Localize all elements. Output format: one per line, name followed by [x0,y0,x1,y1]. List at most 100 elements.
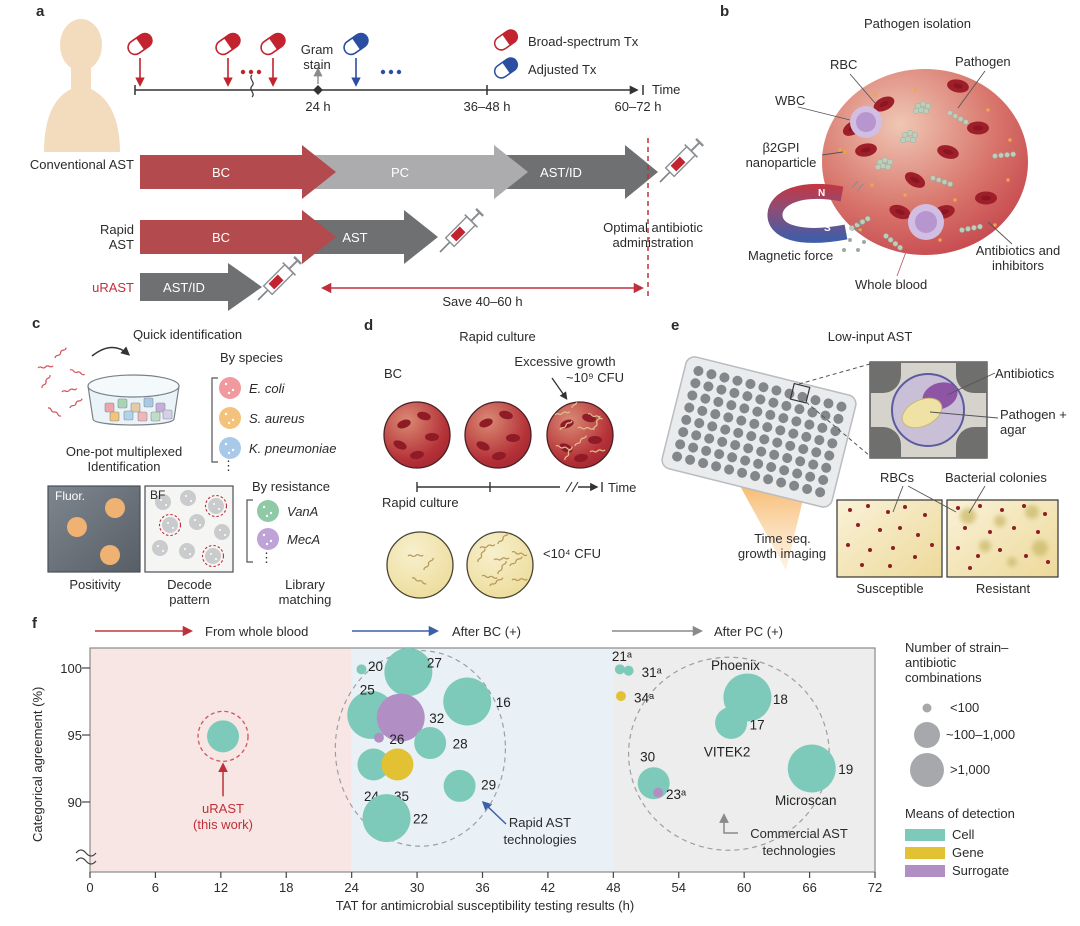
bubble-label: 16 [496,695,511,710]
time-seq-label-line2: growth imaging [737,546,827,561]
x-tick-label: 30 [409,880,425,895]
size-legend-label: <100 [950,700,980,715]
bubble-label: 25 [360,682,375,697]
group-ellipse [334,649,506,847]
stage-label-ast: AST [342,230,368,245]
detection-legend-label: Gene [952,845,984,860]
commercial-tech-arrow [719,813,738,834]
x-axis-label: TAT for antimicrobial susceptibility tes… [335,898,635,913]
96-well-plate [661,356,857,508]
x-tick-label: 0 [86,880,94,895]
antibiotics-inhibitors-label: Antibiotics and inhibitors [975,243,1061,273]
bubble-label: 29 [481,777,496,792]
panel-letter-c: c [32,315,41,332]
leader-lines [797,70,1013,245]
species-name: S. aureus [249,411,305,426]
chart-bubble [362,794,411,843]
rapid-tech-annotation-line2: technologies [503,832,577,847]
detection-legend-title: Means of detection [905,806,1015,821]
syringe-icon [250,252,306,308]
chart-bubble [614,664,625,675]
commercial-tech-annotation-line1: Commercial AST [750,826,848,841]
encoded-particles [104,397,173,422]
x-tick-label: 24 [344,880,359,895]
well-inset [869,361,999,459]
urast-annotation-line1: uRAST [202,801,244,816]
gene-dots [257,500,279,550]
one-pot-label-line1: One-pot multiplexed [65,444,183,459]
highlight-ring [197,710,249,762]
bf-particles [152,490,230,568]
by-resistance-label: By resistance [252,479,331,494]
bubble-label: 21ᵃ [612,649,633,664]
cell-swatch [905,829,945,841]
y-tick-label: 90 [67,795,82,810]
timeline-tick-label: 60–72 h [614,99,662,114]
row-label-conventional: Conventional AST [29,157,134,172]
region-arrow-label-after-pc: After PC (+) [714,624,783,639]
zoom-leader-lines [798,363,871,457]
bubble-label: 28 [453,737,468,752]
pill-legend-label: Adjusted Tx [528,62,597,77]
decode-pattern-label: Decode pattern [167,577,212,607]
x-tick-label: 18 [279,880,294,895]
size-legend-label: >1,000 [950,762,991,777]
zoom-region-box [789,382,811,404]
timeline [134,74,644,98]
x-tick-label: 72 [867,880,883,895]
bubble-sublabel: Phoenix [711,658,760,673]
chart-bubble [356,664,367,675]
susceptible-image [836,499,943,578]
row-label-rapid: Rapid AST [100,222,134,252]
rapid-tech-annotation-line1: Rapid AST [508,815,572,830]
one-pot-label-line2: Identification [87,459,161,474]
chart-bubble [653,787,664,798]
agar-patch [901,397,943,429]
chart-bubble [381,748,414,781]
commercial-tech-annotation-line2: technologies [762,843,836,858]
bubble-label: 34ᵃ [634,691,655,706]
bubble-label: 19 [838,762,853,777]
nanoparticle-dot [842,149,848,155]
detection-legend-label: Surrogate [952,863,1010,878]
susceptible-label: Susceptible [856,581,924,596]
syringe-icon [652,134,708,190]
nanoparticle-label: β2GPI nanoparticle [745,140,817,170]
x-ticks [89,872,876,878]
low-cfu-label: <10⁴ CFU [543,546,601,561]
inhibitor-dots [842,238,866,252]
workflow-arrows [140,145,658,311]
person-icon [44,19,120,152]
rapid-culture-dishes [386,531,534,599]
bf-label: BF [150,488,166,502]
bubble-label: 20 [368,659,383,674]
y-axis-label: Categorical agreement (%) [30,686,45,842]
timeline-tick-label: 36–48 h [463,99,511,114]
size-legend-label: ~100–1,000 [946,727,1016,742]
x-tick-label: 6 [151,880,160,895]
pathogen-label: Pathogen [955,54,1011,69]
bubble-label: 26 [389,732,404,747]
panel-c-graphics [37,346,279,573]
panel-letter-d: d [364,317,374,334]
bubble-label: 18 [773,692,788,707]
timeline-tick-label: 24 h [305,99,331,114]
time-axis-label: Time [652,82,681,97]
resistance-bracket [246,499,253,563]
pill-icon [124,30,156,58]
time-seq-label-line1: Time seq. [754,531,811,546]
bubble-sublabel: VITEK2 [704,744,751,759]
size-legend-title: Number of strain–antibiotic combinations [905,640,1009,685]
region-arrow-label-after-bc: After BC (+) [452,624,521,639]
library-matching-label: Library matching [278,577,332,607]
x-tick-label: 36 [475,880,490,895]
x-tick-label: 48 [606,880,621,895]
excessive-cfu-label: ~10⁹ CFU [566,370,624,385]
species-bracket [211,377,218,463]
chart-bubble [443,769,476,802]
chart-bubble [787,744,836,793]
wbc-cells [850,106,944,240]
chart-bubble [207,720,240,753]
